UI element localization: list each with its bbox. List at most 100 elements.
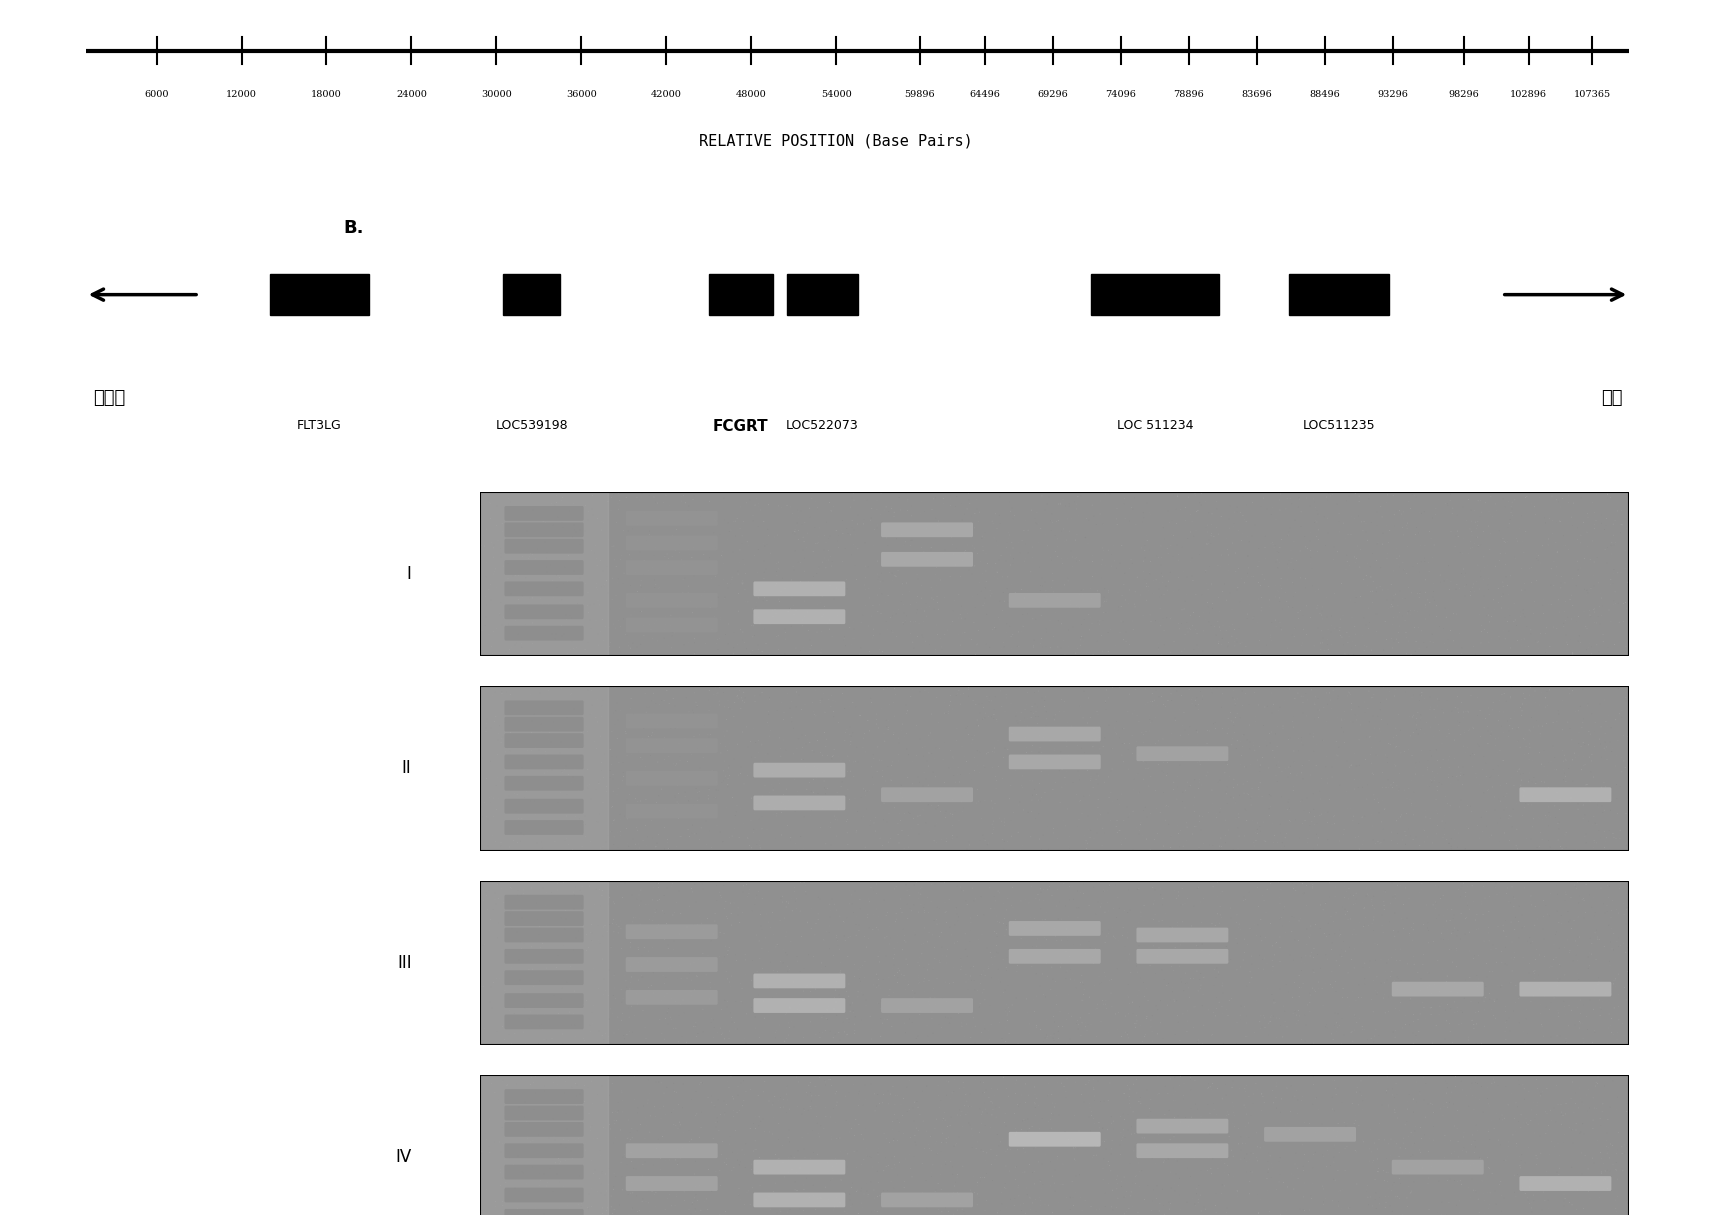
- Point: [1395, 953, 1423, 972]
- Point: [912, 1121, 939, 1141]
- Point: [1479, 1119, 1507, 1138]
- Point: [1107, 611, 1135, 631]
- Point: [662, 1136, 689, 1155]
- Point: [764, 1151, 792, 1170]
- Point: [511, 1210, 538, 1215]
- Point: [730, 633, 758, 652]
- Point: [1075, 922, 1102, 942]
- Point: [701, 1162, 728, 1181]
- Point: [1371, 689, 1399, 708]
- Point: [504, 565, 531, 584]
- Point: [778, 556, 806, 576]
- Point: [1481, 938, 1508, 957]
- Point: [1255, 590, 1282, 610]
- Point: [1133, 921, 1160, 940]
- Point: [967, 703, 994, 723]
- Point: [691, 714, 718, 734]
- Point: [802, 914, 830, 933]
- Point: [1316, 486, 1344, 505]
- Point: [1140, 910, 1167, 929]
- Point: [699, 925, 727, 944]
- Point: [1577, 779, 1604, 798]
- Point: [732, 950, 759, 970]
- Point: [1136, 767, 1164, 786]
- Point: [867, 484, 895, 503]
- Point: [662, 1083, 689, 1102]
- Point: [1095, 716, 1123, 735]
- Point: [1145, 633, 1172, 652]
- Point: [866, 790, 893, 809]
- FancyBboxPatch shape: [504, 1165, 583, 1180]
- Point: [1171, 510, 1198, 530]
- Point: [1433, 968, 1460, 988]
- Point: [1246, 756, 1274, 775]
- Point: [1474, 705, 1501, 724]
- Point: [1543, 542, 1570, 561]
- Point: [1433, 911, 1460, 931]
- Point: [754, 912, 782, 932]
- Point: [478, 1200, 506, 1215]
- Point: [1452, 883, 1479, 903]
- Point: [1549, 1132, 1577, 1152]
- Point: [713, 691, 740, 711]
- Point: [1603, 789, 1630, 808]
- Point: [487, 544, 514, 564]
- Point: [1433, 1155, 1460, 1175]
- Point: [1155, 1130, 1183, 1149]
- Point: [1039, 1106, 1066, 1125]
- Point: [499, 981, 526, 1000]
- Point: [1448, 757, 1476, 776]
- Point: [617, 996, 644, 1016]
- Point: [1195, 803, 1222, 823]
- Point: [876, 829, 903, 848]
- Point: [631, 815, 658, 835]
- Point: [1330, 872, 1357, 892]
- Point: [1088, 514, 1116, 533]
- Point: [1440, 993, 1467, 1012]
- Point: [1061, 1149, 1088, 1169]
- Point: [1202, 968, 1229, 988]
- Point: [1016, 802, 1044, 821]
- Point: [1220, 514, 1248, 533]
- Point: [977, 1015, 1004, 1034]
- Point: [1292, 690, 1320, 710]
- Point: [994, 751, 1022, 770]
- Point: [1001, 1125, 1028, 1145]
- Point: [1311, 1210, 1339, 1215]
- Point: [1286, 987, 1313, 1006]
- Point: [1383, 577, 1411, 597]
- Point: [804, 967, 831, 987]
- Point: [996, 940, 1023, 960]
- Point: [1601, 829, 1628, 848]
- Point: [1555, 912, 1582, 932]
- Point: [855, 588, 883, 608]
- Point: [787, 927, 814, 946]
- Point: [1483, 976, 1510, 995]
- Point: [1457, 685, 1484, 705]
- Point: [1178, 547, 1205, 566]
- Point: [1345, 756, 1373, 775]
- Point: [1246, 762, 1274, 781]
- Point: [1176, 961, 1203, 981]
- Point: [1203, 634, 1231, 654]
- Point: [728, 1070, 756, 1090]
- Point: [614, 543, 641, 563]
- Point: [648, 779, 675, 798]
- Point: [473, 807, 500, 826]
- Point: [730, 1029, 758, 1049]
- Point: [572, 991, 600, 1011]
- Point: [1587, 1164, 1615, 1183]
- Point: [1522, 549, 1549, 569]
- Point: [588, 886, 615, 905]
- Point: [500, 504, 528, 524]
- Point: [494, 623, 521, 643]
- Point: [1109, 926, 1136, 945]
- Point: [1577, 934, 1604, 954]
- Point: [584, 813, 612, 832]
- Point: [1193, 535, 1220, 554]
- Point: [1457, 522, 1484, 542]
- Point: [1440, 1117, 1467, 1136]
- Point: [1599, 999, 1627, 1018]
- Point: [782, 600, 809, 620]
- Point: [1265, 757, 1292, 776]
